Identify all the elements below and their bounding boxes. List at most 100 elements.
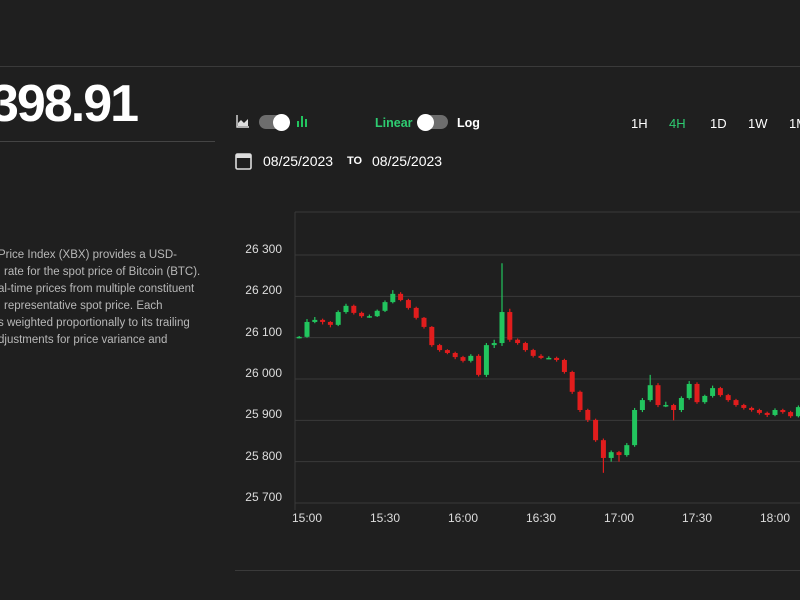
candle-down [561, 359, 567, 372]
candle-down [749, 407, 755, 410]
candle-up [647, 385, 653, 401]
description-line: representative spot price. Each [4, 300, 163, 312]
toggle-knob [417, 113, 434, 131]
x-tick-label: 15:30 [369, 511, 401, 525]
y-tick-label: 25 800 [245, 448, 282, 463]
scale-linear-label[interactable]: Linear [375, 116, 413, 130]
date-to-label: TO [347, 155, 363, 167]
timeframe-1d[interactable]: 1D [710, 116, 727, 131]
candle-up [686, 383, 692, 399]
candle-down [577, 391, 583, 410]
timeframe-4h[interactable]: 4H [669, 116, 686, 131]
candle-down [359, 312, 365, 317]
candle-up [491, 343, 497, 346]
description-line: Price Index (XBX) provides a USD- [0, 249, 177, 261]
candle-up [772, 410, 778, 415]
candle-down [444, 350, 450, 353]
candle-down [507, 312, 513, 340]
bottom-divider [235, 570, 800, 571]
candle-down [327, 321, 333, 325]
candle-down [320, 319, 326, 322]
candle-down [421, 317, 427, 327]
y-tick-label: 26 200 [245, 283, 282, 298]
candle-down [437, 345, 443, 351]
candle-up [632, 410, 638, 446]
x-tick-label: 17:30 [681, 511, 713, 525]
description-line: rate for the spot price of Bitcoin (BTC)… [4, 266, 201, 278]
candle-down [476, 355, 482, 375]
candle-up [663, 405, 669, 407]
candle-down [538, 355, 544, 358]
price-divider [0, 141, 215, 142]
candle-down [515, 339, 521, 344]
candlestick-chart-icon[interactable] [296, 114, 308, 128]
candle-up [678, 398, 684, 410]
y-tick-label: 26 000 [245, 366, 282, 380]
candle-down [413, 307, 419, 318]
candle-up [546, 357, 552, 360]
x-tick-label: 15:00 [291, 511, 323, 525]
candle-down [452, 352, 458, 358]
y-tick-label: 26 300 [245, 242, 282, 256]
candle-down [780, 410, 786, 413]
description-line: djustments for price variance and [0, 334, 168, 346]
candle-up [795, 407, 800, 417]
x-tick-label: 16:00 [447, 511, 479, 525]
candle-down [600, 440, 606, 458]
timeframe-1w[interactable]: 1W [748, 116, 768, 131]
candle-down [569, 371, 575, 392]
candle-down [460, 357, 466, 361]
description-line: al-time prices from multiple constituent [0, 283, 195, 295]
candle-down [405, 300, 411, 308]
area-chart-icon[interactable] [236, 115, 250, 128]
candle-down [725, 395, 731, 401]
candle-up [382, 302, 388, 311]
calendar-icon[interactable] [235, 152, 252, 170]
candle-up [312, 319, 318, 322]
candle-up [343, 305, 349, 313]
candle-up [639, 400, 645, 410]
candle-down [616, 452, 622, 456]
candle-up [499, 312, 505, 344]
candle-up [374, 310, 380, 317]
y-tick-label: 25 900 [245, 407, 282, 422]
candle-up [296, 336, 302, 339]
chart-type-toggle[interactable] [259, 113, 290, 131]
candle-down [655, 385, 661, 406]
y-tick-label: 25 700 [245, 490, 282, 504]
candle-up [710, 388, 716, 396]
candle-down [351, 305, 357, 313]
date-from[interactable]: 08/25/2023 [263, 153, 334, 169]
candle-down [671, 405, 677, 410]
candle-down [756, 410, 762, 413]
date-to[interactable]: 08/25/2023 [372, 153, 443, 169]
current-price: 398.91 [0, 75, 139, 133]
candle-down [788, 412, 794, 417]
top-divider [0, 66, 800, 67]
y-tick-label: 26 100 [245, 324, 282, 339]
candle-down [694, 383, 700, 403]
x-tick-label: 16:30 [525, 511, 557, 525]
candle-up [390, 293, 396, 303]
scale-log-label[interactable]: Log [457, 116, 480, 130]
candle-down [593, 419, 599, 441]
x-tick-label: 18:00 [759, 511, 791, 525]
candle-down [522, 343, 528, 351]
candle-down [733, 400, 739, 406]
candle-down [554, 357, 560, 360]
candle-down [741, 405, 747, 408]
candle-down [717, 388, 723, 396]
candle-down [429, 326, 435, 346]
candle-up [608, 452, 614, 458]
candle-up [304, 321, 310, 337]
description-line: s weighted proportionally to its trailin… [0, 317, 190, 329]
candle-down [764, 412, 770, 415]
toggle-knob [273, 113, 290, 131]
candle-up [468, 355, 474, 361]
scale-toggle[interactable] [417, 113, 448, 131]
timeframe-1h[interactable]: 1H [631, 116, 648, 131]
candle-up [624, 445, 630, 456]
candle-up [366, 316, 372, 318]
timeframe-1m[interactable]: 1M [789, 116, 800, 131]
